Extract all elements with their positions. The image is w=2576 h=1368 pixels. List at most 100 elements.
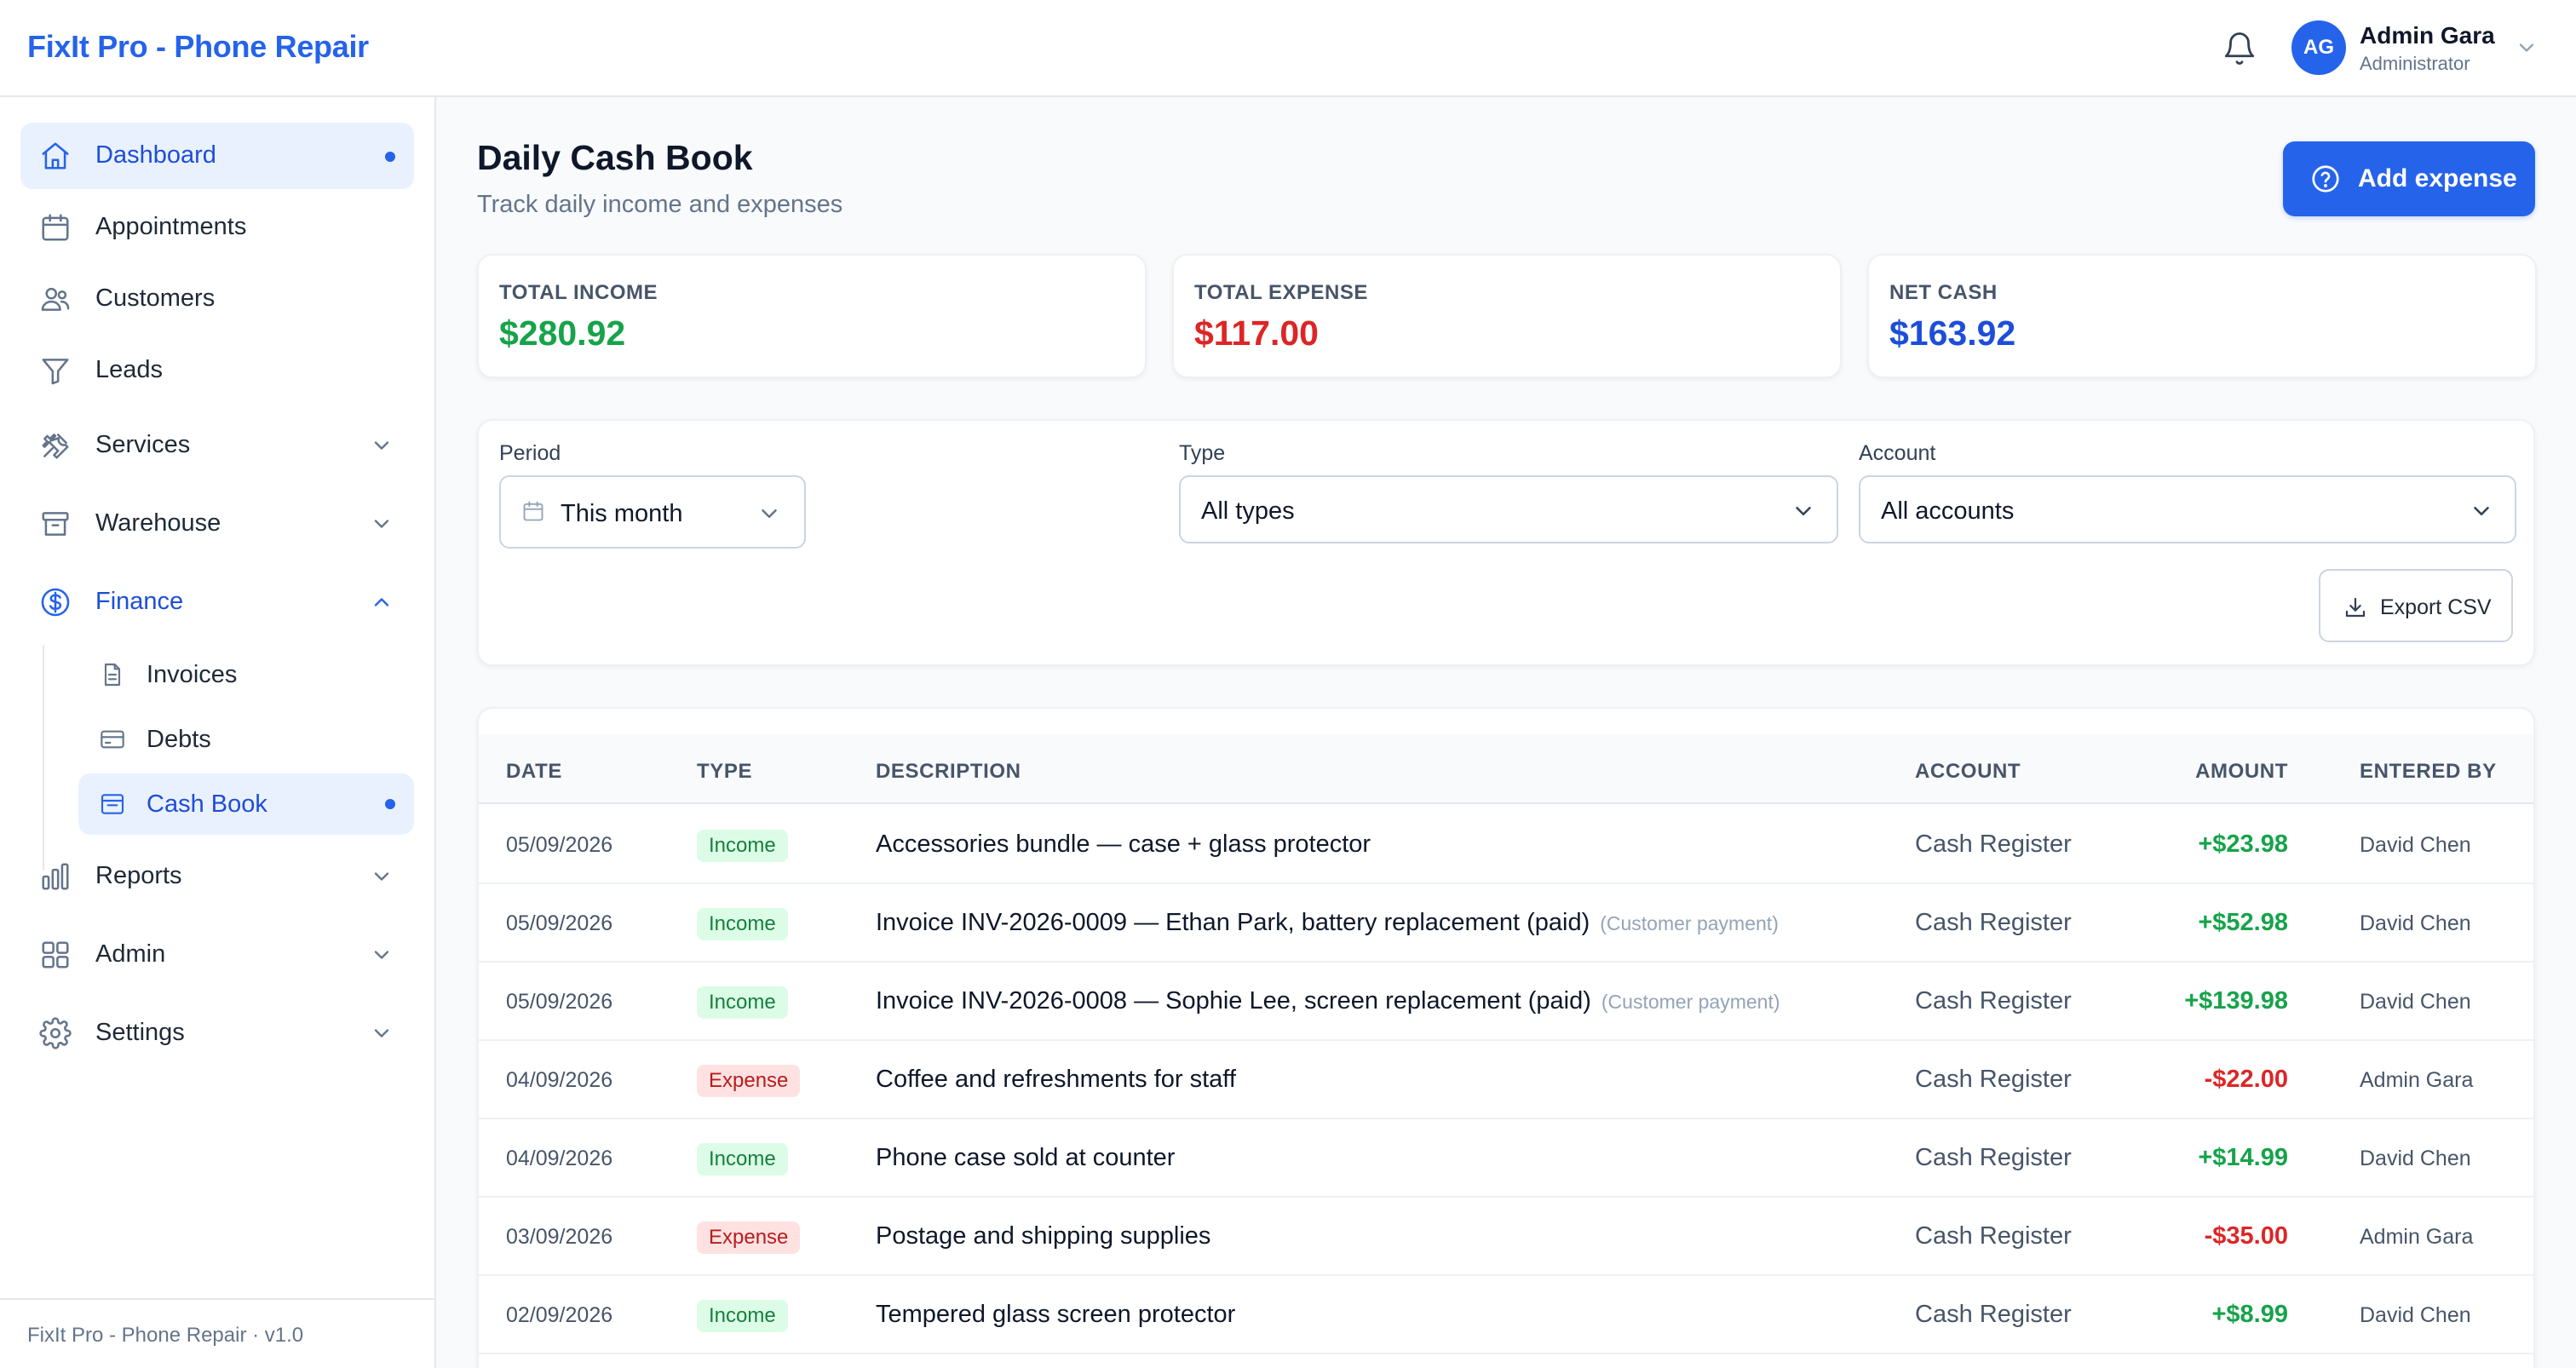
table-row[interactable]: 03/09/2026 Expense Postage and shipping su… [479, 1198, 2533, 1276]
bell-icon[interactable] [2222, 31, 2257, 66]
sidebar-item-debts[interactable]: Debts [78, 709, 414, 770]
cell-description: Phone case sold at counter [876, 1144, 1175, 1172]
type-badge: Income [697, 986, 788, 1019]
chevron-down-icon [370, 512, 394, 536]
cell-description: Accessories bundle — case + glass protec… [876, 831, 1371, 859]
user-name: Admin Gara [2360, 22, 2495, 49]
credit-card-icon [99, 726, 126, 753]
cell-account: Cash Register [1915, 987, 2072, 1015]
stat-label: TOTAL INCOME [499, 281, 658, 304]
tools-icon [39, 429, 72, 462]
page-title: Daily Cash Book [477, 138, 753, 177]
cell-description: Tempered glass screen protector [876, 1301, 1235, 1329]
period-label: Period [499, 441, 561, 465]
stat-value: $117.00 [1194, 313, 1319, 353]
chevron-down-icon [2515, 36, 2539, 60]
cell-amount: +$139.98 [2184, 987, 2288, 1015]
type-value: All types [1201, 497, 1295, 525]
cell-description: Invoice INV-2026-0008 — Sophie Lee, scre… [876, 987, 1780, 1015]
description-text: Invoice INV-2026-0009 — Ethan Park, batt… [876, 909, 1590, 936]
table-row[interactable]: 04/09/2026 Expense Coffee and refreshments… [479, 1041, 2533, 1119]
column-header-account[interactable]: ACCOUNT [1915, 760, 2021, 783]
column-header-description[interactable]: DESCRIPTION [876, 760, 1021, 783]
sidebar-item-customers[interactable]: Customers [20, 266, 414, 332]
sidebar-item-settings[interactable]: Settings [20, 1000, 414, 1066]
cell-account: Cash Register [1915, 831, 2072, 858]
sidebar-item-label: Customers [95, 285, 216, 312]
table-row[interactable]: 05/09/2026 Income Invoice INV-2026-0008 — … [479, 963, 2533, 1041]
sidebar-footer: FixIt Pro - Phone Repair · v1.0 [0, 1298, 434, 1368]
type-badge: Expense [697, 1065, 801, 1097]
stat-card-total-expense: TOTAL EXPENSE $117.00 [1172, 254, 1842, 378]
table-row[interactable]: 05/09/2026 Income Invoice INV-2026-0009 — … [479, 884, 2533, 963]
cell-account: Cash Register [1915, 1144, 2072, 1171]
users-icon [39, 283, 72, 315]
stat-label: TOTAL EXPENSE [1194, 281, 1368, 304]
sidebar-item-warehouse[interactable]: Warehouse [20, 491, 414, 557]
account-select[interactable]: All accounts [1859, 475, 2516, 543]
export-csv-label: Export CSV [2380, 595, 2492, 619]
chevron-down-icon [1791, 498, 1816, 524]
column-header-type[interactable]: TYPE [697, 760, 753, 783]
dollar-circle-icon [39, 586, 72, 618]
chevron-down-icon [370, 434, 394, 457]
description-text: Coffee and refreshments for staff [876, 1066, 1236, 1093]
cell-entered-by: David Chen [2360, 990, 2471, 1014]
sidebar-item-label: Warehouse [95, 509, 221, 537]
page-subtitle: Track daily income and expenses [477, 191, 843, 218]
type-select[interactable]: All types [1179, 475, 1838, 543]
bar-chart-icon [39, 860, 72, 893]
cell-date: 02/09/2026 [506, 1303, 613, 1327]
table-row[interactable]: 04/09/2026 Income Phone case sold at count… [479, 1119, 2533, 1198]
table-row[interactable]: 05/09/2026 Income Accessories bundle — cas… [479, 806, 2533, 884]
add-expense-button[interactable]: Add expense [2283, 141, 2535, 216]
sidebar-item-admin[interactable]: Admin [20, 922, 414, 988]
active-dot [385, 152, 395, 162]
sidebar-item-appointments[interactable]: Appointments [20, 194, 414, 261]
cell-entered-by: Admin Gara [2360, 1225, 2474, 1249]
top-bar: FixIt Pro - Phone Repair AG Admin Gara A… [0, 0, 2576, 97]
app-title[interactable]: FixIt Pro - Phone Repair [27, 29, 369, 64]
sidebar-item-label: Admin [95, 940, 166, 968]
cell-entered-by: David Chen [2360, 911, 2471, 935]
sidebar-item-label: Debts [147, 726, 211, 753]
description-text: Phone case sold at counter [876, 1144, 1176, 1171]
archive-icon [39, 508, 72, 540]
column-header-date[interactable]: DATE [506, 760, 562, 783]
sidebar-item-dashboard[interactable]: Dashboard [20, 123, 414, 189]
sidebar-item-finance[interactable]: Finance [20, 569, 414, 635]
cell-date: 03/09/2026 [506, 1225, 613, 1249]
cell-description: Coffee and refreshments for staff [876, 1066, 1236, 1094]
table-header: DATE TYPE DESCRIPTION ACCOUNT AMOUNT ENT… [479, 734, 2533, 804]
sidebar-item-cash-book[interactable]: Cash Book [78, 773, 414, 835]
export-csv-button[interactable]: Export CSV [2319, 569, 2513, 642]
sidebar-item-reports[interactable]: Reports [20, 843, 414, 910]
table-row[interactable]: 02/09/2026 Income Tempered glass screen pr… [479, 1276, 2533, 1354]
cell-account: Cash Register [1915, 1301, 2072, 1328]
sidebar-item-label: Appointments [95, 213, 247, 240]
sidebar-item-leads[interactable]: Leads [20, 337, 414, 404]
sidebar-item-label: Services [95, 431, 191, 458]
cell-amount: +$23.98 [2198, 831, 2288, 858]
chevron-down-icon [370, 1021, 394, 1045]
sidebar-item-label: Dashboard [95, 141, 216, 169]
help-circle-icon [2310, 164, 2341, 194]
sidebar-item-label: Finance [95, 588, 184, 615]
stat-card-total-income: TOTAL INCOME $280.92 [477, 254, 1147, 378]
description-note: (Customer payment) [1601, 991, 1780, 1013]
cell-date: 04/09/2026 [506, 1068, 613, 1092]
user-menu[interactable]: AG Admin Gara Administrator [2285, 14, 2549, 82]
chevron-down-icon [370, 943, 394, 967]
cell-amount: -$35.00 [2204, 1222, 2288, 1250]
column-header-entered-by[interactable]: ENTERED BY [2360, 760, 2497, 783]
sidebar-item-invoices[interactable]: Invoices [78, 644, 414, 705]
cell-entered-by: Admin Gara [2360, 1068, 2474, 1092]
sidebar-item-label: Invoices [147, 661, 238, 688]
cell-entered-by: David Chen [2360, 1303, 2471, 1327]
cell-date: 04/09/2026 [506, 1147, 613, 1170]
sidebar-item-services[interactable]: Services [20, 412, 414, 479]
column-header-amount[interactable]: AMOUNT [2195, 760, 2288, 783]
period-select[interactable]: This month [499, 475, 806, 549]
description-text: Postage and shipping supplies [876, 1222, 1211, 1250]
download-icon [2343, 595, 2368, 620]
